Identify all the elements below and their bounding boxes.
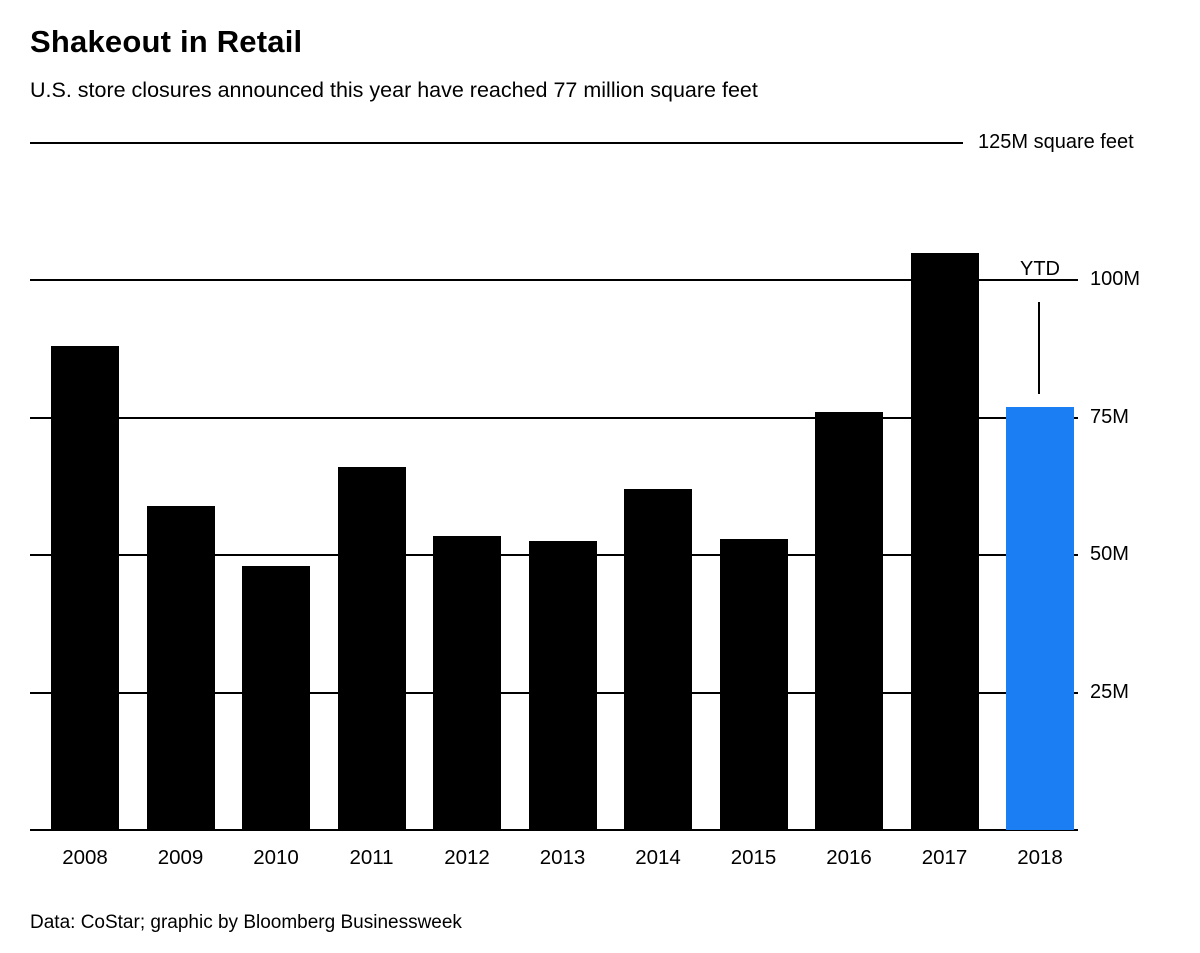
x-tick-label-2010: 2010 (253, 846, 299, 869)
x-tick-label-2009: 2009 (157, 846, 204, 869)
bar-2016 (815, 412, 883, 830)
bar-2009 (146, 505, 215, 830)
bar-2012 (433, 535, 501, 830)
x-tick-label-2016: 2016 (826, 846, 872, 869)
ytd-annotation-label: YTD (1020, 258, 1060, 280)
x-tick-label-2011: 2011 (349, 846, 394, 869)
bar-2013 (528, 541, 597, 830)
bar-2010 (242, 566, 310, 830)
bar-2011 (337, 467, 406, 830)
chart-subtitle: U.S. store closures announced this year … (30, 78, 758, 102)
y-tick-label-25: 25M (1090, 680, 1129, 703)
ytd-connector-line (1038, 302, 1040, 394)
bar-2014 (624, 489, 692, 830)
bar-2008 (51, 346, 119, 830)
x-tick-label-2014: 2014 (635, 846, 681, 869)
x-tick-label-2008: 2008 (62, 846, 108, 869)
y-tick-label-100: 100M (1090, 268, 1141, 291)
y-tick-label-50: 50M (1090, 543, 1129, 566)
bar-2018 (1006, 406, 1074, 830)
y-gridline-75 (30, 416, 1078, 419)
y-gridline-100 (30, 279, 1078, 282)
bar-2017 (910, 252, 979, 830)
x-tick-label-2015: 2015 (730, 846, 777, 869)
x-tick-label-2017: 2017 (921, 846, 968, 869)
chart-title: Shakeout in Retail (30, 24, 303, 59)
footer-credit: Data: CoStar; graphic by Bloomberg Busin… (30, 912, 462, 933)
x-tick-label-2013: 2013 (539, 846, 586, 869)
bar-2015 (719, 538, 788, 830)
x-axis-baseline (30, 829, 1078, 831)
y-tick-label-125: 125M square feet (978, 131, 1134, 153)
y-tick-label-75: 75M (1090, 405, 1129, 428)
y-gridline-125 (30, 142, 963, 144)
x-tick-label-2012: 2012 (444, 846, 490, 869)
x-tick-label-2018: 2018 (1017, 846, 1063, 869)
